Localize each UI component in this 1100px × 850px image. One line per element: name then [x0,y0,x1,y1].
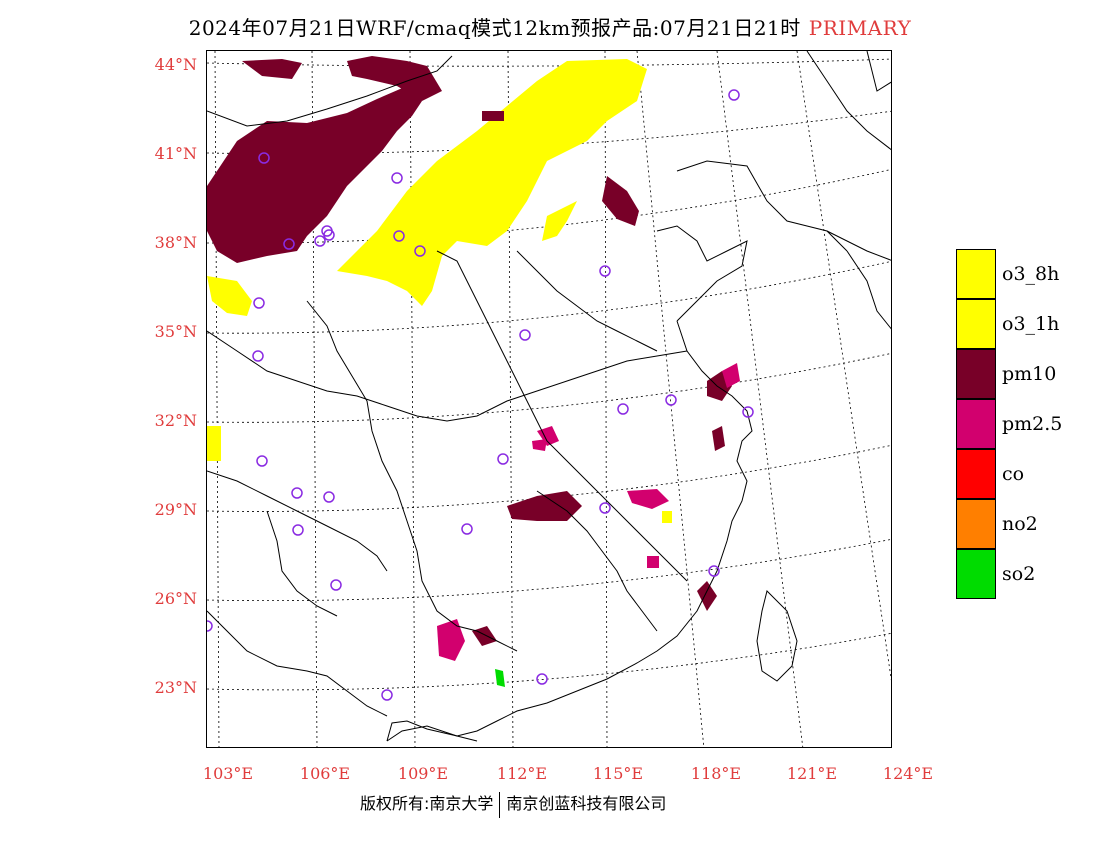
lat-label-23: 23°N [154,678,197,697]
map-canvas [206,50,892,748]
legend-swatch-co [956,449,996,499]
lat-label-41: 41°N [154,144,197,163]
lon-label-118: 118°E [690,764,742,783]
lat-label-32: 32°N [154,411,197,430]
station-markers [207,89,754,701]
lon-label-121: 121°E [786,764,838,783]
pm25-region [437,363,740,661]
china-map-svg [207,51,891,747]
copyright-footer: 版权所有:南京大学 南京创蓝科技有限公司 [360,790,666,818]
lon-label-115: 115°E [592,764,644,783]
legend-label-co: co [1002,463,1025,485]
lat-label-29: 29°N [154,500,197,519]
legend-swatch-o3-1h [956,299,996,349]
footer-divider [499,791,501,818]
legend-swatch-pm25 [956,399,996,449]
lon-label-124: 124°E [882,764,934,783]
lon-label-112: 112°E [496,764,548,783]
legend-label-o3-1h: o3_1h [1002,313,1060,335]
lat-label-35: 35°N [154,322,197,341]
o3-region [207,59,672,523]
borders [207,51,891,742]
legend-label-pm10: pm10 [1002,363,1057,385]
lon-label-103: 103°E [202,764,254,783]
legend-swatch-pm10 [956,349,996,399]
legend-swatch-no2 [956,499,996,549]
lat-label-26: 26°N [154,589,197,608]
legend-label-so2: so2 [1002,563,1036,585]
title-text: 2024年07月21日WRF/cmaq模式12km预报产品:07月21日21时 [188,16,801,40]
so2-region [495,669,505,687]
legend-swatch-o3-8h [956,249,996,299]
map-title: 2024年07月21日WRF/cmaq模式12km预报产品:07月21日21时 P… [0,12,1100,41]
legend-label-o3-8h: o3_8h [1002,263,1060,285]
primary-label: PRIMARY [808,16,912,40]
lat-label-38: 38°N [154,233,197,252]
legend-swatch-so2 [956,549,996,599]
lon-label-106: 106°E [299,764,351,783]
lon-label-109: 109°E [397,764,449,783]
copyright-right: 南京创蓝科技有限公司 [506,794,667,813]
copyright-left: 版权所有:南京大学 [360,794,494,813]
pm10-region [207,56,732,646]
lat-label-44: 44°N [154,55,197,74]
legend-label-pm25: pm2.5 [1002,413,1063,435]
legend-label-no2: no2 [1002,513,1038,535]
